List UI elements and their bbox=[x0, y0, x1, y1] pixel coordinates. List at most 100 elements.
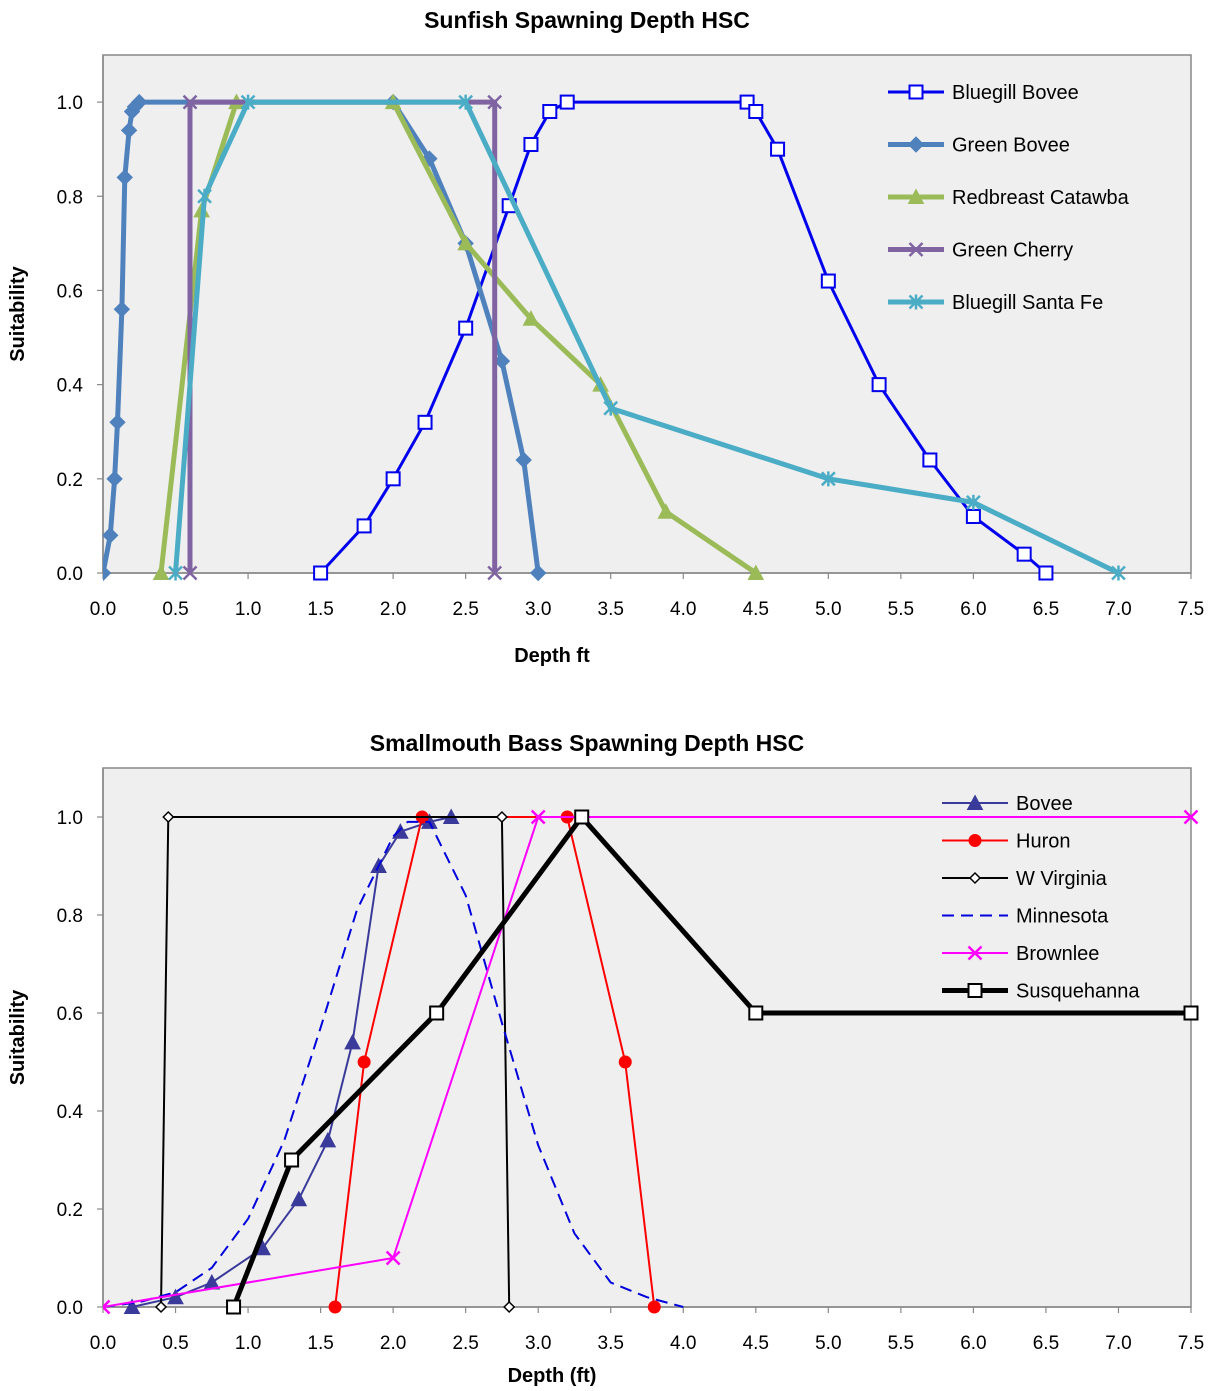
data-point bbox=[168, 565, 183, 581]
series-susquehanna bbox=[226, 809, 1199, 1315]
series-line bbox=[319, 100, 1047, 575]
x-axis-label: Depth ft bbox=[514, 645, 590, 667]
x-tick-label: 6.5 bbox=[1033, 1333, 1059, 1354]
y-tick-label: 0.4 bbox=[57, 376, 84, 397]
data-point bbox=[458, 320, 474, 336]
data-point bbox=[385, 1250, 401, 1266]
chart-2: Smallmouth Bass Spawning Depth HSC 0.0 0.5… bbox=[7, 730, 1204, 1387]
data-point bbox=[429, 1005, 445, 1021]
data-point bbox=[131, 93, 148, 111]
legend-label: Green Bovee bbox=[952, 135, 1070, 157]
data-point bbox=[574, 809, 590, 825]
legend-marker bbox=[908, 242, 924, 257]
x-tick-label: 3.0 bbox=[525, 1333, 551, 1354]
x-tick-label: 4.5 bbox=[743, 599, 769, 620]
data-point bbox=[1183, 1005, 1199, 1021]
data-point bbox=[820, 471, 836, 487]
data-point bbox=[123, 1298, 141, 1314]
legend-marker bbox=[966, 794, 984, 810]
data-point bbox=[319, 1131, 337, 1148]
data-point bbox=[529, 564, 547, 582]
data-point bbox=[152, 564, 170, 580]
data-point bbox=[748, 1005, 764, 1021]
series-line bbox=[103, 820, 684, 1308]
data-point bbox=[240, 94, 256, 110]
data-point bbox=[1183, 809, 1199, 825]
legend: Bluegill Bovee Green Bovee Redbreast Cataw… bbox=[888, 82, 1130, 314]
series-bluegill-santa-fe bbox=[168, 94, 1126, 581]
data-point bbox=[106, 470, 123, 488]
x-tick-label: 6.0 bbox=[960, 599, 986, 620]
legend-label: Minnesota bbox=[1016, 906, 1109, 928]
x-tick-label: 5.0 bbox=[815, 1333, 841, 1354]
x-tick-label: 3.5 bbox=[598, 1333, 624, 1354]
x-tick-label: 1.5 bbox=[307, 1333, 333, 1354]
data-point bbox=[103, 564, 112, 582]
data-point bbox=[522, 310, 540, 326]
legend-marker bbox=[968, 834, 982, 847]
data-point bbox=[120, 122, 138, 139]
data-point bbox=[1111, 565, 1126, 581]
data-point bbox=[290, 1190, 308, 1207]
series-minnesota bbox=[103, 820, 684, 1308]
data-point bbox=[162, 810, 175, 824]
data-point bbox=[458, 94, 474, 110]
y-axis-label: Suitability bbox=[7, 989, 29, 1085]
series-line bbox=[160, 816, 511, 1308]
data-point bbox=[357, 1055, 371, 1069]
legend-marker bbox=[967, 945, 983, 961]
data-point bbox=[182, 565, 198, 581]
data-point bbox=[487, 94, 503, 110]
data-point bbox=[542, 104, 558, 120]
data-point bbox=[618, 1055, 632, 1069]
x-tick-label: 6.5 bbox=[1033, 599, 1059, 620]
y-axis-label: Suitability bbox=[7, 265, 29, 361]
x-tick-label: 0.0 bbox=[90, 599, 116, 620]
data-point bbox=[457, 234, 475, 251]
data-point bbox=[116, 169, 133, 186]
y-tick-label: 0.4 bbox=[57, 1102, 84, 1123]
x-tick-label: 4.0 bbox=[670, 599, 696, 620]
data-point bbox=[109, 414, 126, 431]
data-point bbox=[226, 1299, 242, 1315]
x-tick-label: 7.0 bbox=[1105, 1333, 1131, 1354]
legend-marker bbox=[968, 871, 982, 885]
x-tick-label: 2.0 bbox=[380, 1333, 406, 1354]
x-axis-label: Depth (ft) bbox=[508, 1365, 597, 1387]
data-point bbox=[284, 1152, 300, 1168]
x-tick-label: 7.5 bbox=[1178, 1333, 1204, 1354]
data-point bbox=[503, 1300, 516, 1314]
x-tick-label: 0.5 bbox=[162, 1333, 188, 1354]
data-point bbox=[748, 104, 764, 120]
x-tick-label: 7.0 bbox=[1105, 599, 1131, 620]
data-point bbox=[966, 494, 981, 510]
legend-label: Bovee bbox=[1016, 793, 1073, 815]
y-tick-label: 0.2 bbox=[57, 1200, 83, 1221]
data-point bbox=[103, 527, 119, 544]
x-tick-label: 2.5 bbox=[452, 1333, 478, 1354]
plot-area bbox=[102, 54, 1192, 574]
x-tick-label: 6.0 bbox=[960, 1333, 986, 1354]
series-brownlee bbox=[103, 809, 1199, 1315]
data-point bbox=[344, 1033, 361, 1050]
y-tick-label: 0.0 bbox=[57, 564, 83, 585]
data-point bbox=[154, 1300, 168, 1314]
legend-marker bbox=[908, 294, 924, 310]
y-tick-label: 0.2 bbox=[57, 470, 83, 491]
x-tick-label: 2.5 bbox=[452, 599, 478, 620]
series-line bbox=[173, 99, 1120, 576]
y-tick-label: 1.0 bbox=[57, 93, 83, 114]
data-point bbox=[530, 809, 546, 825]
data-point bbox=[770, 141, 786, 157]
data-point bbox=[657, 503, 675, 519]
y-tick-label: 0.0 bbox=[57, 1298, 83, 1319]
data-point bbox=[392, 823, 409, 839]
data-point bbox=[182, 94, 198, 110]
series-bluegill-bovee bbox=[313, 94, 1054, 581]
legend-label: Bluegill Santa Fe bbox=[952, 292, 1103, 314]
x-tick-label: 5.5 bbox=[888, 599, 914, 620]
y-tick-label: 0.8 bbox=[57, 906, 83, 927]
legend-label: Bluegill Bovee bbox=[952, 82, 1079, 104]
data-point bbox=[417, 414, 433, 430]
